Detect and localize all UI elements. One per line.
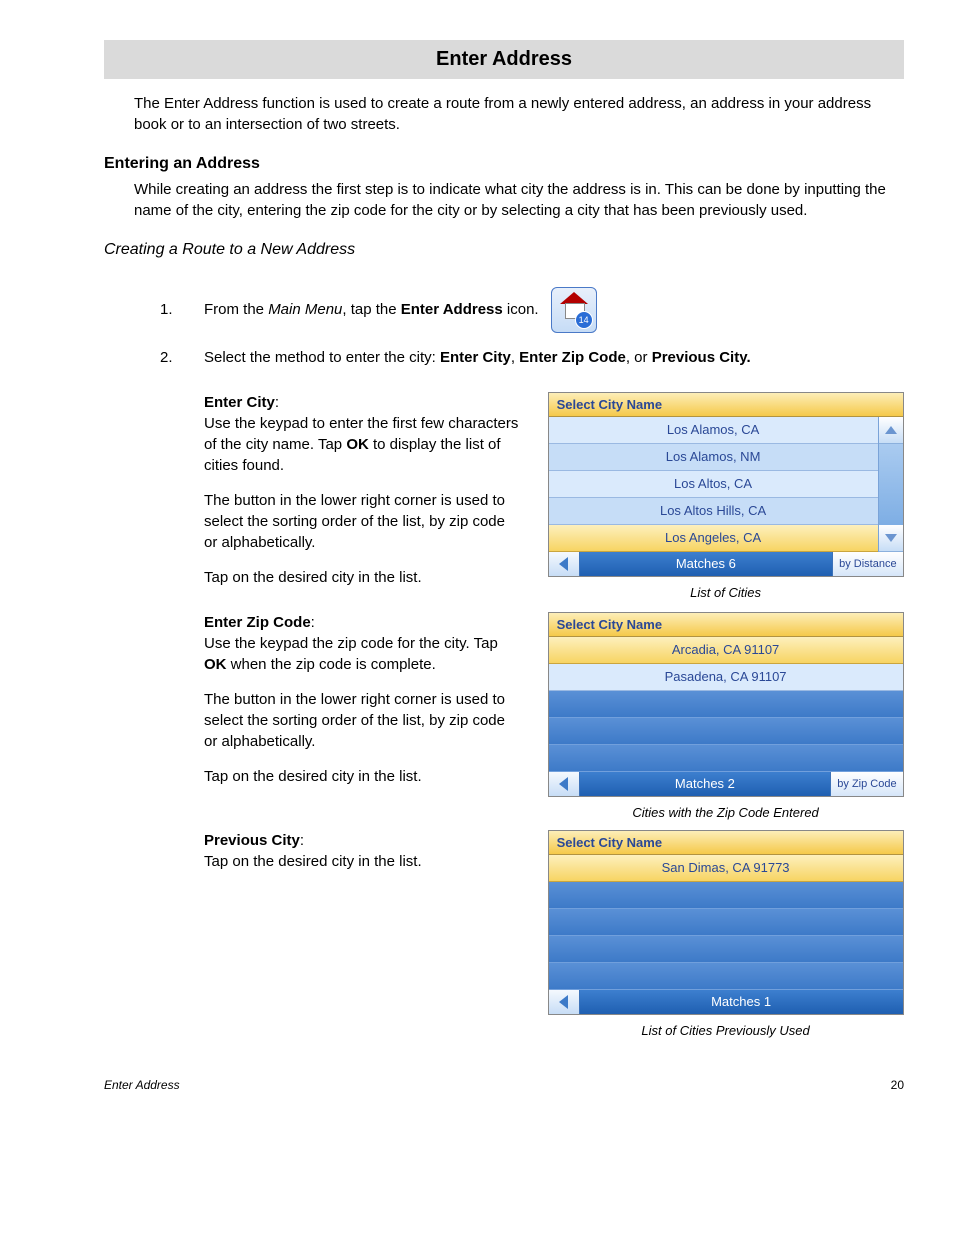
section-heading: Entering an Address — [104, 155, 904, 173]
city-row[interactable]: Los Altos, CA — [549, 471, 878, 498]
scroll-up-icon[interactable] — [879, 417, 903, 444]
opt-previous-city: Previous City. — [652, 349, 751, 366]
enter-city-block: Enter City: Use the keypad to enter the … — [204, 392, 521, 602]
empty-row — [549, 718, 903, 745]
footer-section: Enter Address — [104, 1078, 180, 1092]
empty-row — [549, 936, 903, 963]
sc-header: Select City Name — [549, 831, 903, 855]
enter-address-icon: 14 — [551, 287, 597, 333]
text: The button in the lower right corner is … — [204, 490, 521, 553]
text: icon. — [503, 301, 539, 318]
back-button[interactable] — [549, 990, 580, 1014]
subsection-heading: Creating a Route to a New Address — [104, 241, 904, 259]
step-number: 1. — [160, 299, 204, 322]
intro-text: The Enter Address function is used to cr… — [134, 93, 904, 135]
matches-label: Matches 6 — [580, 552, 833, 576]
text: The button in the lower right corner is … — [204, 689, 521, 752]
opt-enter-city: Enter City — [440, 349, 511, 366]
opt-enter-zip: Enter Zip Code — [519, 349, 626, 366]
text: Select the method to enter the city: — [204, 349, 440, 366]
city-row[interactable]: Los Alamos, CA — [549, 417, 878, 444]
screenshot-caption: List of Cities — [547, 585, 904, 600]
block-heading: Previous City — [204, 832, 300, 849]
city-row[interactable]: Los Alamos, NM — [549, 444, 878, 471]
back-button[interactable] — [549, 552, 580, 576]
main-menu-ref: Main Menu — [268, 301, 342, 318]
previous-cities-screenshot: Select City Name San Dimas, CA 91773 Mat… — [548, 830, 904, 1015]
block-heading: Enter Zip Code — [204, 614, 311, 631]
empty-row — [549, 963, 903, 990]
city-row[interactable]: Los Altos Hills, CA — [549, 498, 878, 525]
city-row[interactable]: Pasadena, CA 91107 — [549, 664, 903, 691]
step-number: 2. — [160, 347, 204, 370]
back-button[interactable] — [549, 772, 580, 796]
block-heading: Enter City — [204, 394, 275, 411]
screenshot-caption: List of Cities Previously Used — [547, 1023, 904, 1038]
empty-row — [549, 909, 903, 936]
page-title: Enter Address — [104, 40, 904, 79]
screenshot-caption: Cities with the Zip Code Entered — [547, 805, 904, 820]
scroll-down-icon[interactable] — [879, 525, 903, 552]
sc-header: Select City Name — [549, 393, 903, 417]
sc-header: Select City Name — [549, 613, 903, 637]
matches-label: Matches 1 — [580, 990, 903, 1014]
city-row-selected[interactable]: Los Angeles, CA — [549, 525, 878, 552]
empty-row — [549, 745, 903, 772]
text: Tap on the desired city in the list. — [204, 766, 521, 787]
empty-row — [549, 691, 903, 718]
previous-city-block: Previous City: Tap on the desired city i… — [204, 830, 521, 1038]
step-2: 2. Select the method to enter the city: … — [160, 347, 904, 370]
sort-button[interactable]: by Distance — [832, 552, 902, 576]
list-of-cities-screenshot: Select City Name Los Alamos, CA Los Alam… — [548, 392, 904, 577]
city-row-selected[interactable]: San Dimas, CA 91773 — [549, 855, 903, 882]
empty-row — [549, 882, 903, 909]
icon-badge: 14 — [575, 311, 593, 329]
text: From the — [204, 301, 268, 318]
text: Tap on the desired city in the list. — [204, 567, 521, 588]
city-row-selected[interactable]: Arcadia, CA 91107 — [549, 637, 903, 664]
enter-zip-block: Enter Zip Code: Use the keypad the zip c… — [204, 612, 521, 820]
section-text: While creating an address the first step… — [134, 179, 904, 221]
scrollbar[interactable] — [878, 417, 903, 552]
page-number: 20 — [891, 1078, 904, 1092]
step-1: 1. From the Main Menu, tap the Enter Add… — [160, 287, 904, 333]
enter-address-ref: Enter Address — [401, 301, 503, 318]
text: , tap the — [342, 301, 400, 318]
zip-cities-screenshot: Select City Name Arcadia, CA 91107 Pasad… — [548, 612, 904, 797]
matches-label: Matches 2 — [580, 772, 831, 796]
sort-button[interactable]: by Zip Code — [830, 772, 902, 796]
